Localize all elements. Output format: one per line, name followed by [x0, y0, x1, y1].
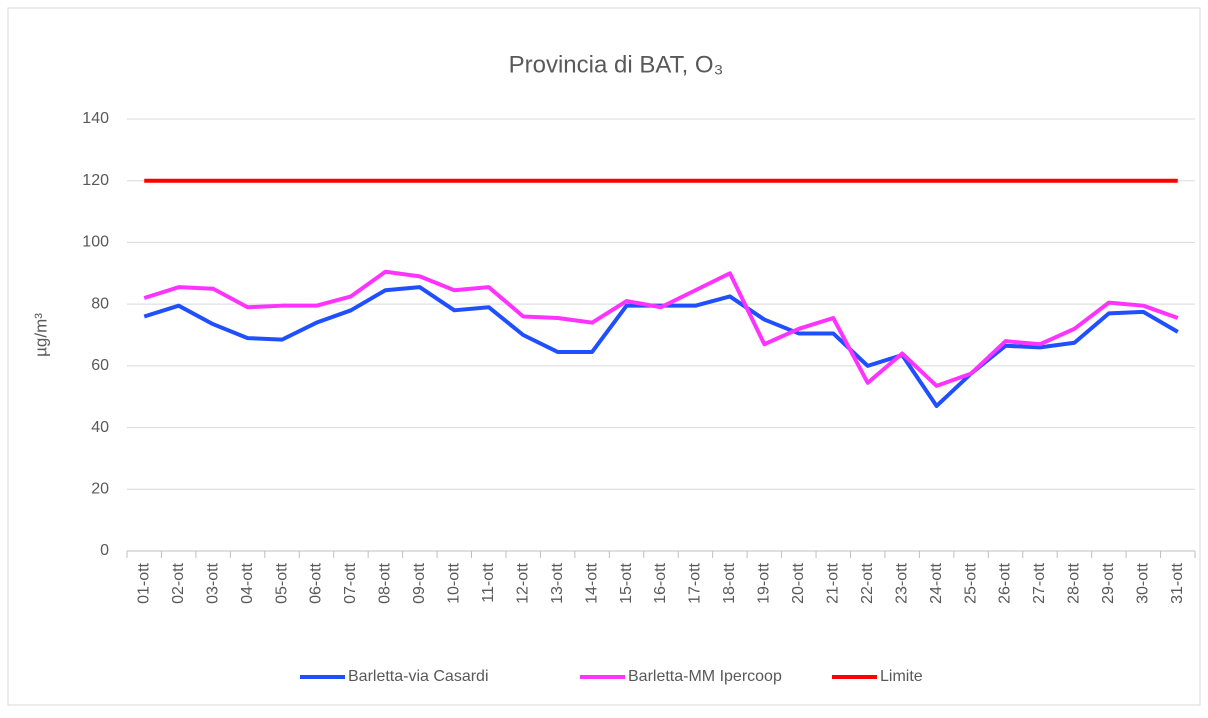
y-tick-label: 20	[91, 481, 109, 498]
x-tick-label: 07-ott	[342, 562, 359, 603]
y-tick-label: 0	[100, 542, 109, 559]
x-tick-label: 18-ott	[721, 562, 738, 603]
x-tick-label: 20-ott	[790, 562, 807, 603]
x-tick-label: 19-ott	[756, 562, 773, 603]
x-tick-label: 06-ott	[308, 562, 325, 603]
x-tick-label: 15-ott	[618, 562, 635, 603]
x-tick-label: 26-ott	[997, 562, 1014, 603]
x-tick-label: 21-ott	[824, 562, 841, 603]
x-tick-label: 12-ott	[514, 562, 531, 603]
x-tick-label: 31-ott	[1169, 562, 1186, 603]
x-tick-label: 02-ott	[170, 562, 187, 603]
y-tick-label: 120	[82, 172, 109, 189]
x-tick-label: 11-ott	[480, 562, 497, 602]
x-tick-label: 05-ott	[273, 562, 290, 603]
x-tick-label: 27-ott	[1031, 562, 1048, 603]
chart-title: Provincia di BAT, O₃	[509, 51, 724, 78]
legend-label: Barletta-MM Ipercoop	[628, 668, 782, 685]
x-tick-label: 04-ott	[239, 562, 256, 603]
chart-border	[7, 7, 1201, 706]
x-tick-label: 16-ott	[652, 562, 669, 603]
x-tick-label: 08-ott	[377, 562, 394, 603]
x-tick-label: 29-ott	[1100, 562, 1117, 603]
x-tick-label: 24-ott	[928, 562, 945, 603]
x-tick-label: 25-ott	[962, 562, 979, 603]
y-tick-label: 60	[91, 357, 109, 374]
x-tick-label: 14-ott	[583, 562, 600, 603]
legend-label: Limite	[880, 668, 923, 685]
y-tick-label: 100	[82, 234, 109, 251]
x-tick-label: 23-ott	[893, 562, 910, 603]
legend-label: Barletta-via Casardi	[348, 668, 489, 685]
y-tick-label: 40	[91, 419, 109, 436]
x-tick-label: 28-ott	[1066, 562, 1083, 603]
y-tick-label: 140	[82, 110, 109, 127]
x-tick-label: 17-ott	[687, 562, 704, 603]
x-tick-label: 13-ott	[549, 562, 566, 603]
x-tick-label: 30-ott	[1135, 562, 1152, 603]
x-tick-label: 10-ott	[446, 562, 463, 603]
x-tick-label: 01-ott	[135, 562, 152, 603]
x-tick-label: 03-ott	[204, 562, 221, 603]
x-tick-label: 09-ott	[411, 562, 428, 603]
series-line	[143, 269, 1179, 388]
y-axis-label: µg/m³	[31, 313, 50, 357]
y-tick-label: 80	[91, 295, 109, 312]
x-tick-label: 22-ott	[859, 562, 876, 603]
